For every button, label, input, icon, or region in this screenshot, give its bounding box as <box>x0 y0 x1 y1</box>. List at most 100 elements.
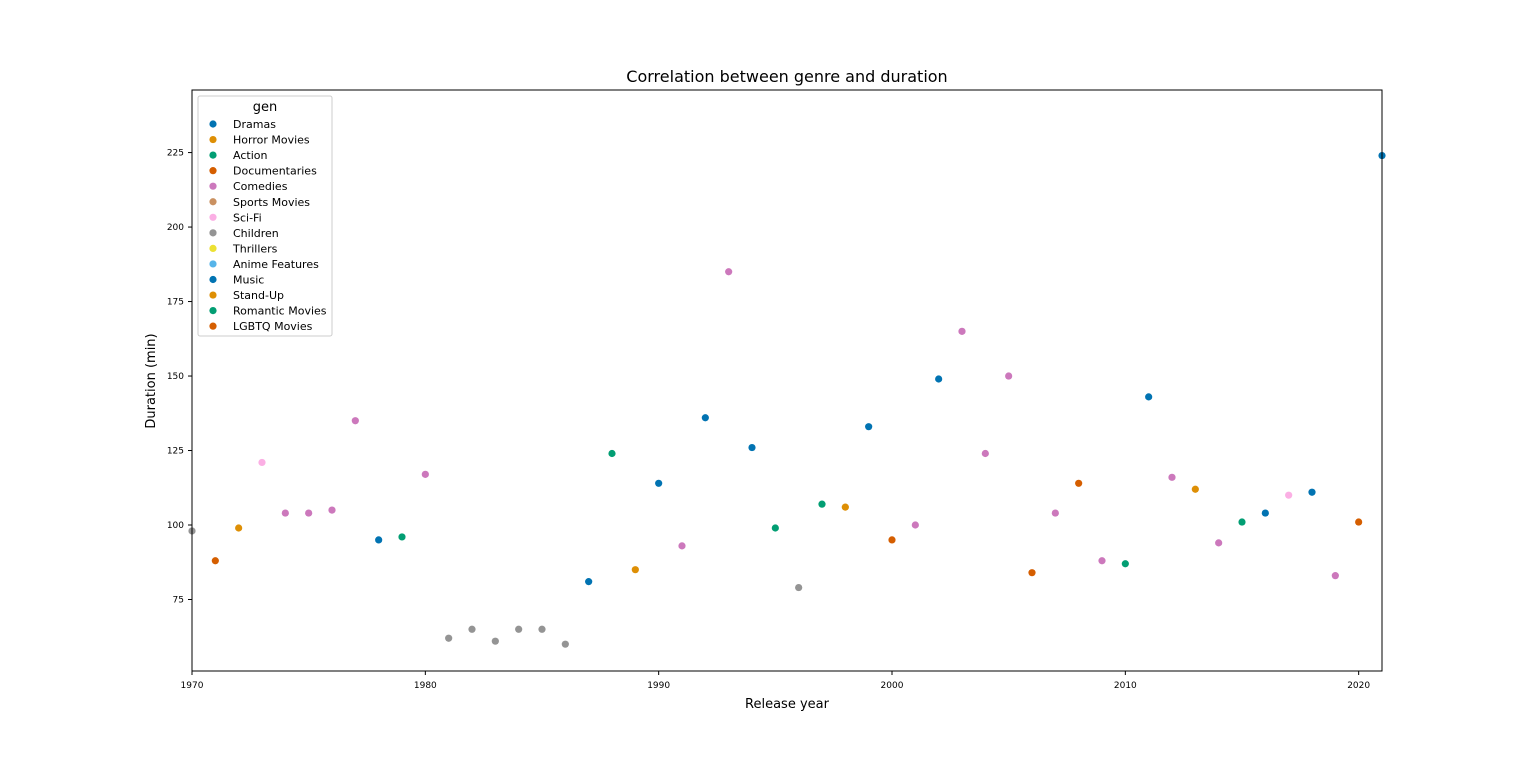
data-point <box>1285 491 1293 499</box>
legend-marker <box>209 275 217 284</box>
data-point <box>328 506 336 514</box>
legend-marker <box>209 151 217 159</box>
y-tick-label: 175 <box>167 298 184 308</box>
data-point <box>725 268 733 276</box>
data-point <box>561 640 569 648</box>
data-point <box>608 449 616 458</box>
y-tick-label: 75 <box>173 595 184 605</box>
chart-title: Correlation between genre and duration <box>626 67 947 86</box>
legend-title: gen <box>253 100 278 115</box>
data-point <box>818 500 826 508</box>
y-tick-label: 200 <box>167 223 184 233</box>
x-tick-label: 1980 <box>414 681 437 691</box>
data-point <box>305 509 313 517</box>
y-axis-ticks: 75 100 125 150 175 200 225 <box>167 149 192 605</box>
x-axis-label: Release year <box>745 697 830 712</box>
y-tick-label: 125 <box>167 447 184 457</box>
legend: gen Dramas Horror Movies Action Documentari… <box>197 95 333 337</box>
legend-marker <box>209 322 217 330</box>
data-point <box>1191 485 1199 493</box>
data-point <box>1261 509 1269 517</box>
legend-label: Action <box>233 149 267 162</box>
legend-label: Children <box>233 227 279 240</box>
data-point <box>468 625 476 633</box>
legend-label: Anime Features <box>233 258 319 271</box>
legend-marker <box>209 182 217 190</box>
data-point <box>1168 473 1176 481</box>
plot-frame <box>191 89 1383 672</box>
x-tick-label: 1990 <box>647 681 670 691</box>
data-point <box>538 625 546 633</box>
legend-entries: Dramas Horror Movies Action Documentaries Co… <box>209 118 327 333</box>
legend-marker <box>209 167 217 175</box>
legend-label: Sci-Fi <box>233 211 262 224</box>
data-point <box>1005 372 1013 380</box>
data-point <box>1308 488 1316 496</box>
data-point <box>375 536 383 544</box>
data-point <box>351 417 359 425</box>
data-point <box>841 503 849 511</box>
x-tick-label: 1970 <box>181 681 204 691</box>
legend-label: LGBTQ Movies <box>233 320 313 333</box>
data-point <box>1075 479 1083 487</box>
data-point <box>445 634 453 642</box>
data-point <box>211 557 219 565</box>
data-point <box>235 524 243 532</box>
data-point <box>701 414 709 422</box>
legend-marker <box>209 260 217 268</box>
legend-label: Sports Movies <box>233 196 310 209</box>
data-point <box>981 449 989 458</box>
legend-label: Horror Movies <box>233 134 310 147</box>
legend-marker <box>209 135 217 144</box>
data-point <box>1355 518 1363 526</box>
data-point <box>958 327 966 335</box>
legend-label: Dramas <box>233 118 276 131</box>
data-point <box>748 443 756 452</box>
data-point <box>258 458 266 467</box>
legend-marker <box>209 120 217 128</box>
data-points <box>188 151 1386 648</box>
data-point <box>1121 560 1129 568</box>
x-tick-label: 2000 <box>881 681 904 691</box>
data-point <box>1028 569 1036 577</box>
data-point <box>631 566 639 574</box>
data-point <box>515 625 523 633</box>
legend-box <box>197 95 333 337</box>
data-point <box>911 521 919 529</box>
data-point <box>678 542 686 550</box>
data-point <box>935 375 943 383</box>
data-point <box>398 533 406 541</box>
legend-marker <box>209 291 217 299</box>
data-point <box>1238 518 1246 526</box>
data-point <box>771 524 779 532</box>
legend-marker <box>209 244 217 252</box>
y-tick-label: 150 <box>167 372 184 382</box>
data-point <box>1331 572 1339 580</box>
legend-label: Comedies <box>233 180 288 193</box>
data-point <box>1051 509 1059 517</box>
data-point <box>491 637 499 645</box>
data-point <box>281 509 289 517</box>
x-tick-label: 2020 <box>1347 681 1370 691</box>
legend-label: Music <box>233 274 264 287</box>
legend-label: Thrillers <box>232 242 278 255</box>
legend-label: Romantic Movies <box>233 305 327 318</box>
data-point <box>421 470 429 478</box>
data-point <box>795 583 803 592</box>
legend-marker <box>209 229 217 237</box>
data-point <box>1145 393 1153 401</box>
legend-marker <box>209 198 217 206</box>
x-tick-label: 2010 <box>1114 681 1137 691</box>
legend-marker <box>209 213 217 221</box>
data-point <box>865 423 873 431</box>
data-point <box>1215 539 1223 547</box>
data-point <box>655 479 663 487</box>
data-point <box>888 536 896 544</box>
data-point <box>585 578 593 586</box>
x-axis-ticks: 1970 1980 1990 2000 2010 2020 <box>181 671 1370 691</box>
y-tick-label: 225 <box>167 149 184 159</box>
y-tick-label: 100 <box>167 521 184 531</box>
y-axis-label: Duration (min) <box>144 333 159 428</box>
